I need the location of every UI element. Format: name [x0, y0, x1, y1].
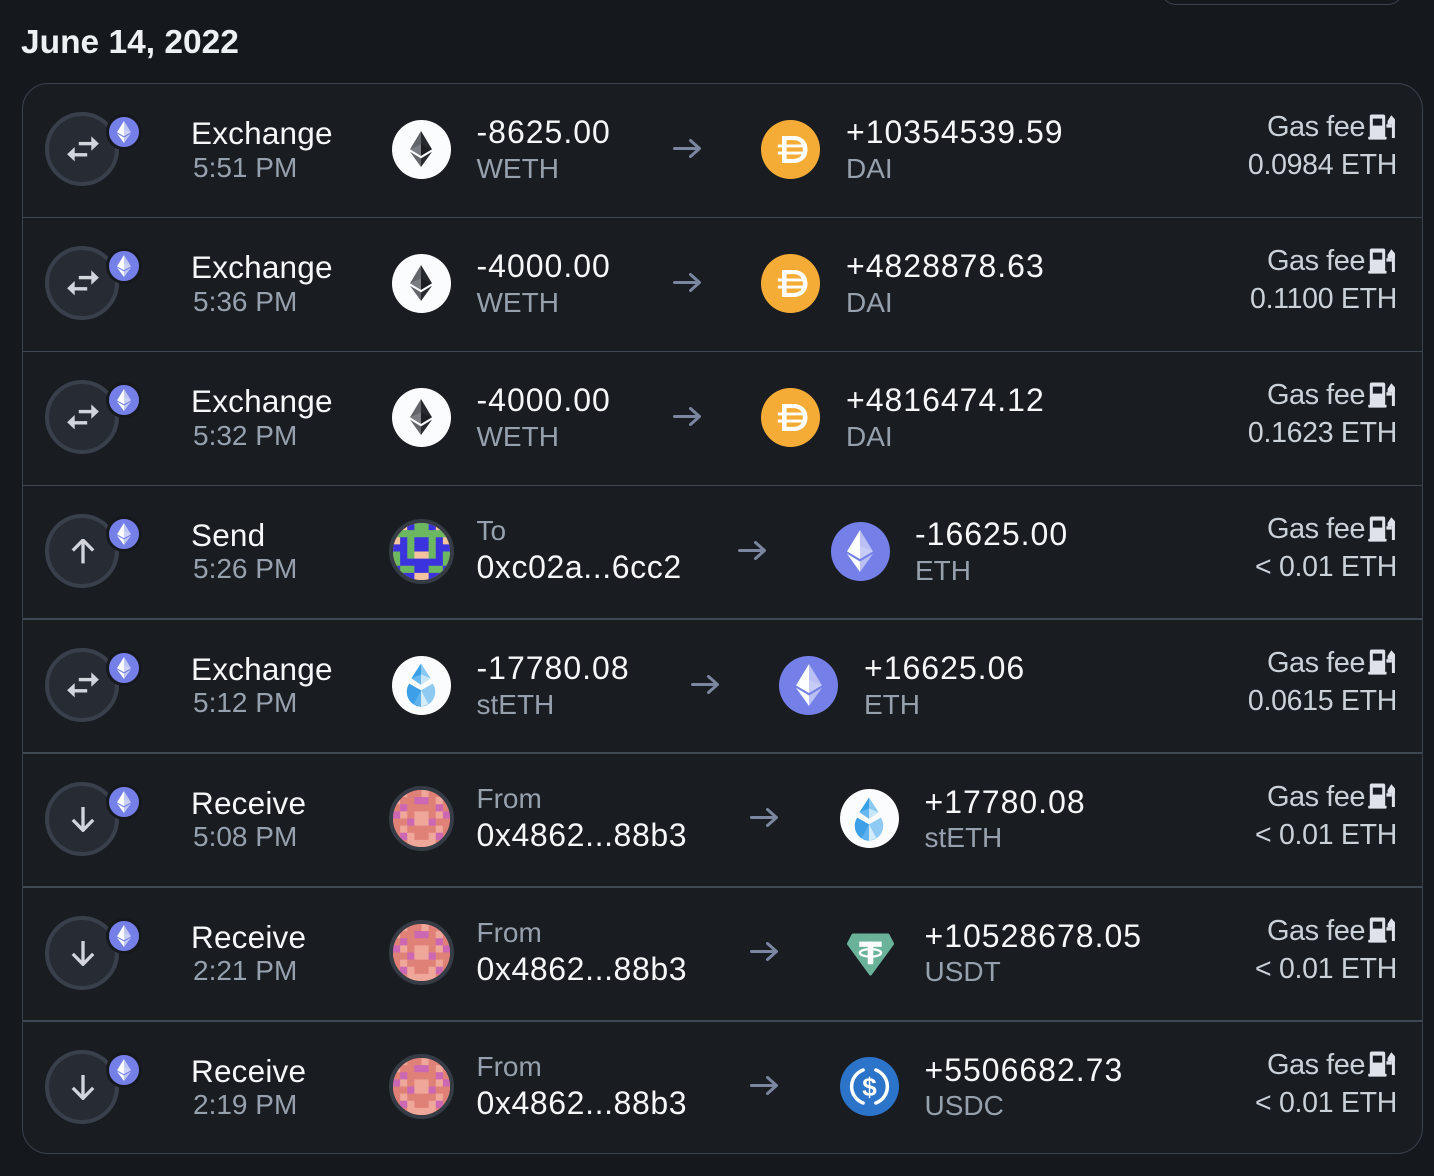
- svg-text:$: $: [862, 1072, 877, 1102]
